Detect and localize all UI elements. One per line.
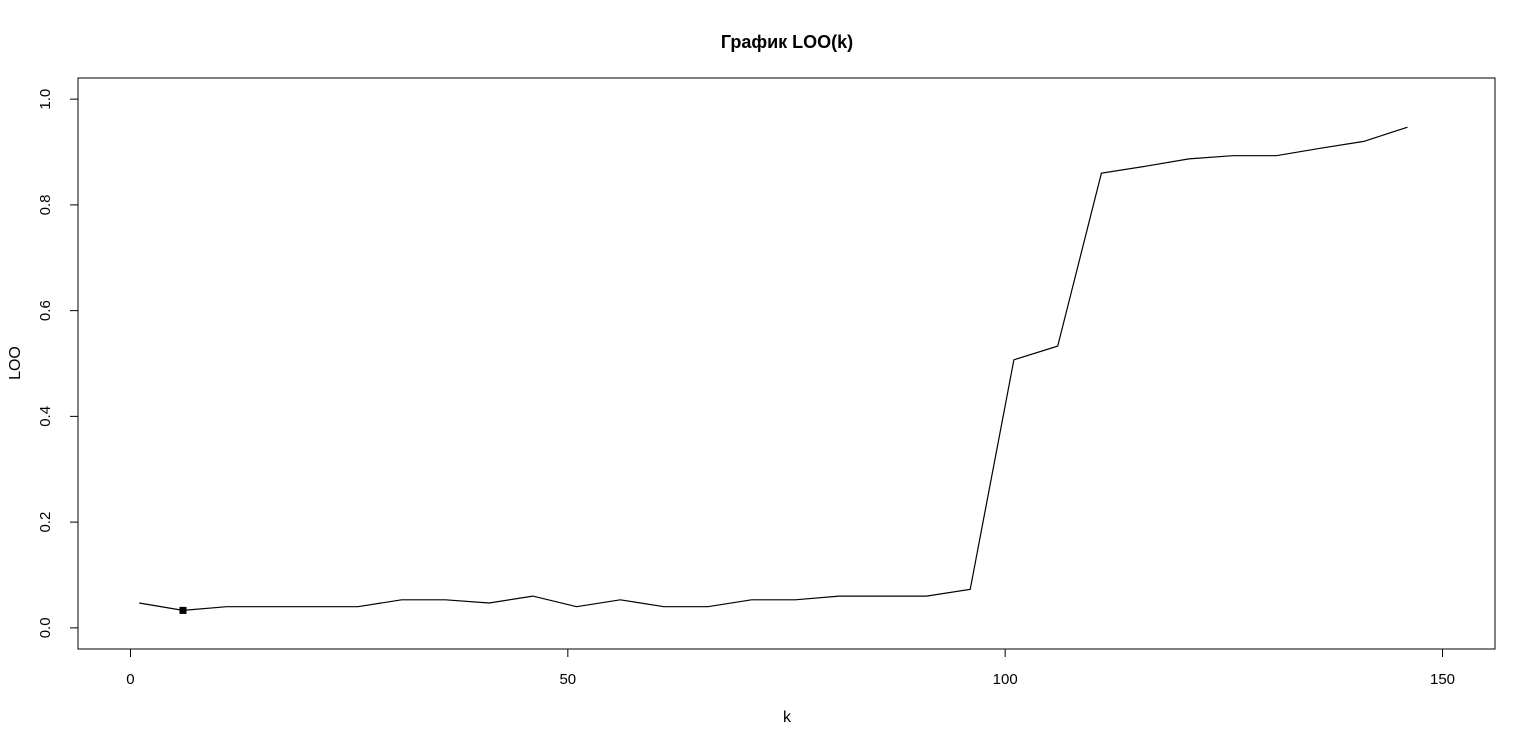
plot-frame — [77, 77, 1496, 650]
x-tick-label: 100 — [993, 671, 1018, 688]
y-axis: 0.0 0.2 0.4 0.6 0.8 1.0 — [37, 89, 79, 638]
x-tick-label: 50 — [559, 671, 576, 688]
x-tick-label: 0 — [126, 671, 134, 688]
y-tick-label: 1.0 — [37, 89, 54, 110]
chart-title: График LOO(k) — [721, 32, 853, 52]
loo-series-line — [139, 126, 1408, 612]
min-loo-marker — [179, 606, 187, 614]
y-tick-label: 0.0 — [37, 617, 54, 638]
y-tick-label: 0.8 — [37, 194, 54, 215]
x-axis: 0 50 100 150 — [126, 648, 1455, 688]
x-tick-label: 150 — [1430, 671, 1455, 688]
x-axis-label: k — [783, 709, 792, 726]
y-tick-label: 0.6 — [37, 300, 54, 321]
y-tick-label: 0.2 — [37, 512, 54, 533]
y-axis-label: LOO — [7, 346, 24, 380]
y-tick-label: 0.4 — [37, 406, 54, 427]
